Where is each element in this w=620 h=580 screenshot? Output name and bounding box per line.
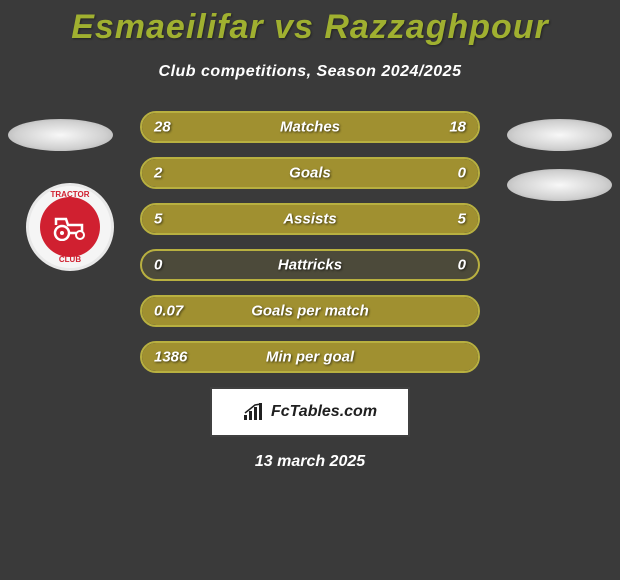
- brand-chart-icon: [243, 403, 265, 421]
- left-team-badge-placeholder: [8, 119, 113, 151]
- bar-label: Goals per match: [251, 303, 369, 320]
- tractor-icon: [52, 213, 88, 241]
- bar-value-right: 0: [458, 165, 466, 182]
- brand-box[interactable]: FcTables.com: [210, 387, 410, 437]
- bar-value-left: 5: [154, 211, 162, 228]
- stat-bar-row: 28 Matches 18: [140, 111, 480, 143]
- right-team-badge-placeholder-2: [507, 169, 612, 201]
- stat-bar-row: 2 Goals 0: [140, 157, 480, 189]
- bar-fill-right: [411, 159, 478, 187]
- bar-value-left: 0.07: [154, 303, 183, 320]
- bar-label: Matches: [280, 119, 340, 136]
- bar-value-left: 0: [154, 257, 162, 274]
- bar-label: Hattricks: [278, 257, 342, 274]
- stat-bar-row: 0.07 Goals per match: [140, 295, 480, 327]
- bar-label: Min per goal: [266, 349, 354, 366]
- bar-label: Assists: [283, 211, 336, 228]
- bar-value-left: 2: [154, 165, 162, 182]
- right-team-badge-placeholder-1: [507, 119, 612, 151]
- bar-value-left: 28: [154, 119, 171, 136]
- comparison-subtitle: Club competitions, Season 2024/2025: [0, 63, 620, 81]
- bar-fill-left: [142, 159, 411, 187]
- bar-value-right: 18: [449, 119, 466, 136]
- club-logo: TRACTOR CLUB: [26, 183, 114, 271]
- brand-text: FcTables.com: [271, 403, 377, 421]
- bar-value-right: 5: [458, 211, 466, 228]
- date-text: 13 march 2025: [0, 453, 620, 471]
- bar-value-left: 1386: [154, 349, 187, 366]
- club-logo-inner: [40, 197, 100, 257]
- chart-area: TRACTOR CLUB 28Matches182Goals05Assists5…: [0, 111, 620, 471]
- stat-bars-container: 28 Matches 18 2 Goals 0 5 Assists 5 0 Hattricks 0 0.…: [140, 111, 480, 373]
- stat-bar-row: 1386 Min per goal: [140, 341, 480, 373]
- stat-bar-row: 5 Assists 5: [140, 203, 480, 235]
- bar-value-right: 0: [458, 257, 466, 274]
- stat-bar-row: 0 Hattricks 0: [140, 249, 480, 281]
- bar-label: Goals: [289, 165, 331, 182]
- comparison-title: Esmaeilifar vs Razzaghpour: [0, 0, 620, 47]
- club-logo-bottom-text: CLUB: [59, 255, 81, 264]
